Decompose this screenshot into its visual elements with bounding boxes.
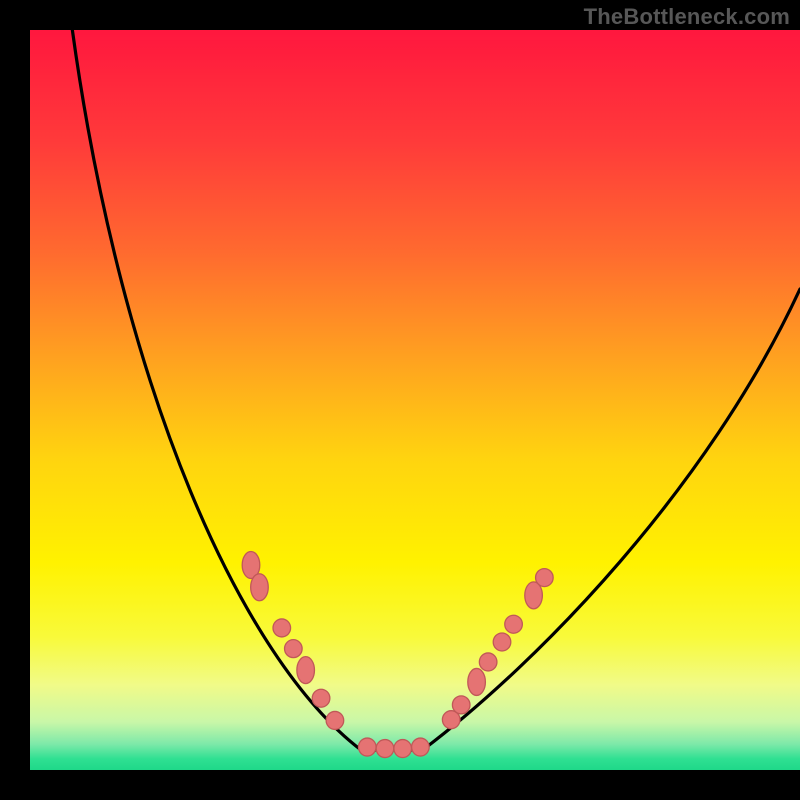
watermark-text: TheBottleneck.com bbox=[584, 4, 790, 30]
bottleneck-curve-chart bbox=[0, 0, 800, 800]
curve-marker bbox=[297, 657, 315, 684]
curve-marker bbox=[505, 615, 523, 633]
curve-marker bbox=[452, 696, 470, 714]
curve-marker bbox=[412, 738, 430, 756]
curve-marker bbox=[251, 574, 269, 601]
curve-marker bbox=[394, 740, 412, 758]
curve-marker bbox=[358, 738, 376, 756]
curve-marker bbox=[468, 668, 486, 695]
curve-marker bbox=[312, 689, 330, 707]
plot-background bbox=[30, 30, 800, 770]
chart-frame: TheBottleneck.com bbox=[0, 0, 800, 800]
curve-marker bbox=[493, 633, 511, 651]
curve-marker bbox=[285, 640, 303, 658]
curve-marker bbox=[536, 569, 554, 587]
curve-marker bbox=[273, 619, 291, 637]
curve-marker bbox=[326, 711, 344, 729]
curve-marker bbox=[376, 740, 394, 758]
curve-marker bbox=[479, 653, 497, 671]
